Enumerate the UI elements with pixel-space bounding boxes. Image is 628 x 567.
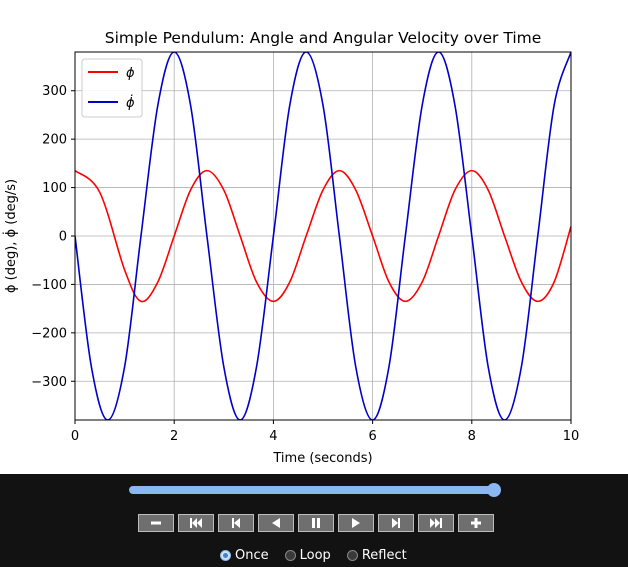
series-line-0 bbox=[75, 169, 571, 303]
y-axis-label: ϕ (deg), ϕ̇ (deg/s) bbox=[3, 179, 19, 293]
legend-label-phi-dot: ϕ̇ bbox=[126, 95, 135, 111]
minus-icon bbox=[151, 521, 161, 525]
radio-loop[interactable] bbox=[284, 549, 296, 561]
loop-mode-reflect[interactable]: Reflect bbox=[346, 547, 407, 563]
skip-to-start-icon bbox=[190, 518, 202, 528]
y-tick-label: −200 bbox=[31, 326, 67, 341]
play-icon bbox=[352, 518, 360, 528]
increase-speed-button[interactable] bbox=[458, 514, 494, 532]
chart-figure: 0 2 4 6 8 10 −300 −200 −100 0 100 200 300 Simple Pe… bbox=[3, 29, 580, 466]
skip-to-end-icon bbox=[430, 518, 442, 528]
radio-once[interactable] bbox=[220, 549, 231, 561]
play-button[interactable] bbox=[338, 514, 374, 532]
x-axis-label: Time (seconds) bbox=[272, 451, 372, 466]
x-tick-label: 4 bbox=[269, 429, 277, 444]
legend-label-phi: ϕ bbox=[126, 66, 135, 81]
last-frame-button[interactable] bbox=[418, 514, 454, 532]
loop-mode-once-label: Once bbox=[235, 547, 269, 563]
loop-mode-once[interactable]: Once bbox=[220, 548, 269, 563]
y-tick-label: 200 bbox=[42, 133, 67, 148]
play-reverse-button[interactable] bbox=[258, 514, 294, 532]
loop-mode-group: Once Loop Reflect bbox=[220, 546, 423, 564]
y-tick-label: 100 bbox=[42, 181, 67, 196]
y-tick-label: 0 bbox=[59, 230, 67, 245]
loop-mode-loop[interactable]: Loop bbox=[284, 547, 331, 563]
legend: ϕ ϕ̇ bbox=[81, 58, 143, 118]
x-tick-label: 2 bbox=[170, 429, 178, 444]
step-back-button[interactable] bbox=[218, 514, 254, 532]
frame-slider-thumb[interactable] bbox=[487, 483, 501, 497]
radio-reflect[interactable] bbox=[346, 549, 358, 561]
x-axis-ticks: 0 2 4 6 8 10 bbox=[71, 420, 579, 444]
y-tick-label: −300 bbox=[31, 375, 67, 390]
plus-icon bbox=[471, 518, 481, 528]
frame-slider[interactable] bbox=[129, 486, 495, 494]
pause-icon bbox=[312, 518, 320, 528]
step-back-icon bbox=[232, 518, 240, 528]
step-forward-button[interactable] bbox=[378, 514, 414, 532]
y-tick-label: −100 bbox=[31, 278, 67, 293]
pause-button[interactable] bbox=[298, 514, 334, 532]
y-axis-ticks: −300 −200 −100 0 100 200 300 bbox=[31, 84, 75, 390]
loop-mode-loop-label: Loop bbox=[299, 547, 331, 563]
series-line-1 bbox=[75, 52, 571, 420]
loop-mode-reflect-label: Reflect bbox=[361, 547, 407, 563]
x-tick-label: 10 bbox=[563, 429, 580, 444]
step-forward-icon bbox=[392, 518, 400, 528]
x-tick-label: 0 bbox=[71, 429, 79, 444]
x-tick-label: 8 bbox=[468, 429, 476, 444]
first-frame-button[interactable] bbox=[178, 514, 214, 532]
chart-title: Simple Pendulum: Angle and Angular Veloc… bbox=[105, 29, 542, 47]
x-tick-label: 6 bbox=[368, 429, 376, 444]
decrease-speed-button[interactable] bbox=[138, 514, 174, 532]
y-tick-label: 300 bbox=[42, 84, 67, 99]
play-reverse-icon bbox=[272, 518, 280, 528]
